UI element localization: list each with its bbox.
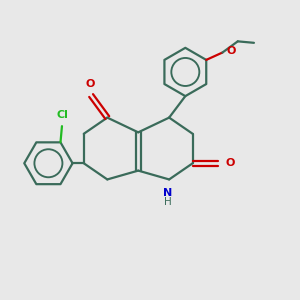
Text: Cl: Cl (56, 110, 68, 120)
Text: O: O (86, 79, 95, 89)
Text: O: O (226, 46, 236, 56)
Text: O: O (225, 158, 235, 168)
Text: H: H (164, 196, 172, 206)
Text: N: N (163, 188, 172, 198)
